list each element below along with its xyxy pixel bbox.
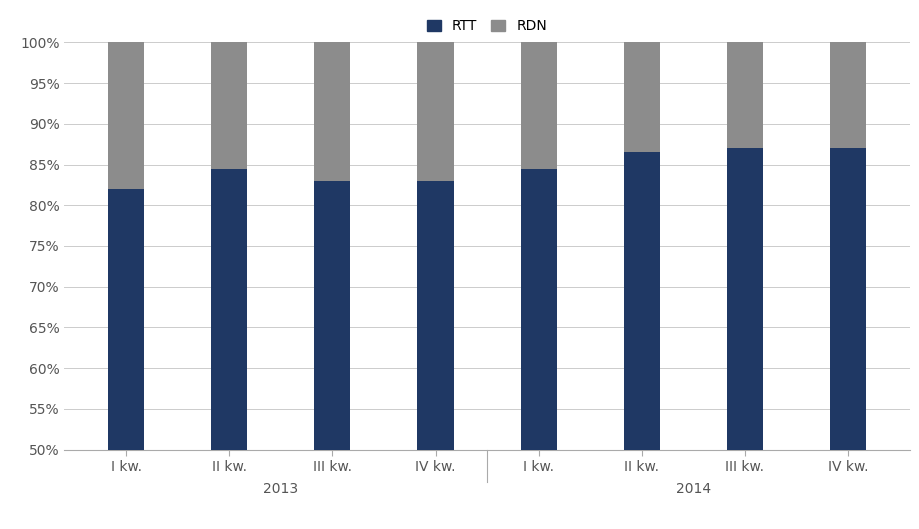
Bar <box>727 148 763 529</box>
Text: 2013: 2013 <box>263 482 299 496</box>
Bar <box>830 42 866 148</box>
Bar <box>727 42 763 148</box>
Bar <box>314 181 350 529</box>
Bar <box>417 42 454 181</box>
Bar <box>624 42 660 152</box>
Bar <box>211 169 247 529</box>
Bar <box>108 42 144 189</box>
Bar <box>520 169 557 529</box>
Bar <box>108 189 144 529</box>
Legend: RTT, RDN: RTT, RDN <box>425 17 550 36</box>
Bar <box>417 181 454 529</box>
Bar <box>624 152 660 529</box>
Text: 2014: 2014 <box>675 482 711 496</box>
Bar <box>520 42 557 169</box>
Bar <box>211 42 247 169</box>
Bar <box>830 148 866 529</box>
Bar <box>314 42 350 181</box>
